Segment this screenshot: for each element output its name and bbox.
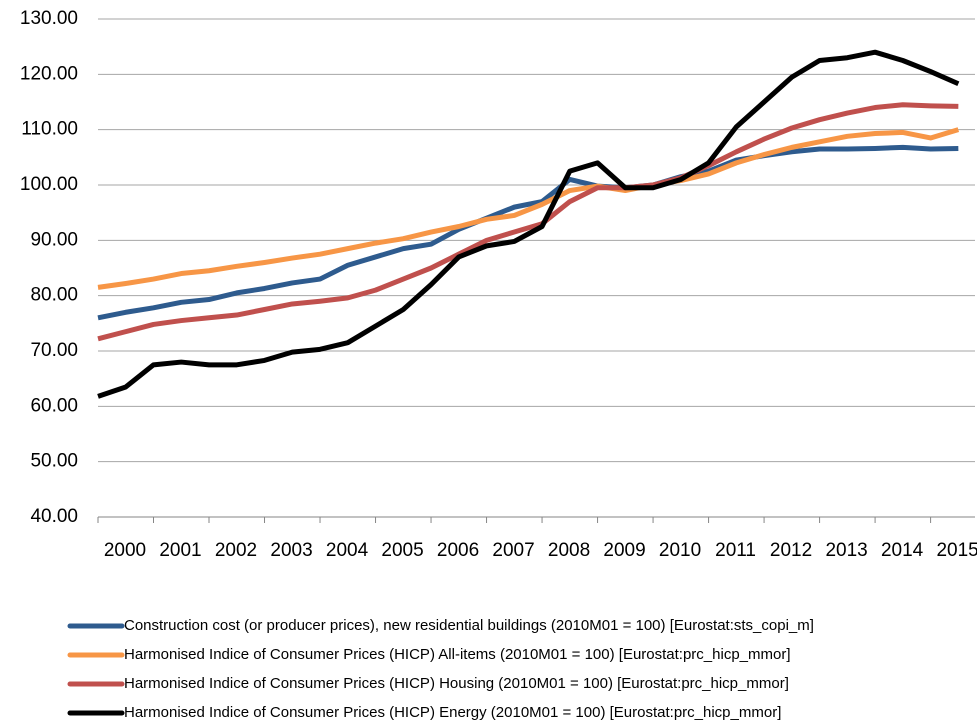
x-tick-label: 2000 [104,540,146,561]
x-tick-label: 2010 [659,540,701,561]
y-tick-label: 70.00 [30,340,78,361]
y-tick-label: 130.00 [20,8,78,29]
x-tick-label: 2006 [437,540,479,561]
legend-label: Harmonised Indice of Consumer Prices (HI… [124,675,789,692]
x-tick-label: 2004 [326,540,369,561]
series-line [97,102,959,342]
legend-label: Harmonised Indice of Consumer Prices (HI… [124,704,781,721]
x-tick-label: 2015 [936,540,977,561]
y-tick-label: 120.00 [20,63,78,84]
series-line [97,49,960,399]
y-tick-label: 40.00 [30,506,78,527]
x-tick-label: 2011 [715,540,756,561]
x-tick-label: 2013 [825,540,867,561]
x-tick-label: 2008 [548,540,590,561]
y-tick-label: 100.00 [20,174,78,195]
y-tick-label: 80.00 [30,285,78,306]
x-tick-label: 2009 [603,540,645,561]
series-line [97,127,960,290]
x-tick-label: 2014 [881,540,924,561]
x-tick-label: 2007 [492,540,534,561]
x-tick-label: 2012 [770,540,812,561]
x-tick-label: 2005 [381,540,423,561]
y-tick-label: 110.00 [21,119,78,140]
legend-label: Harmonised Indice of Consumer Prices (HI… [124,646,791,663]
x-tick-label: 2002 [215,540,257,561]
series-line [97,144,959,321]
y-tick-label: 90.00 [30,229,78,250]
y-tick-label: 50.00 [30,451,78,472]
x-tick-label: 2003 [270,540,312,561]
y-tick-label: 60.00 [30,395,78,416]
x-tick-label: 2001 [159,540,201,561]
legend-label: Construction cost (or producer prices), … [124,617,814,634]
